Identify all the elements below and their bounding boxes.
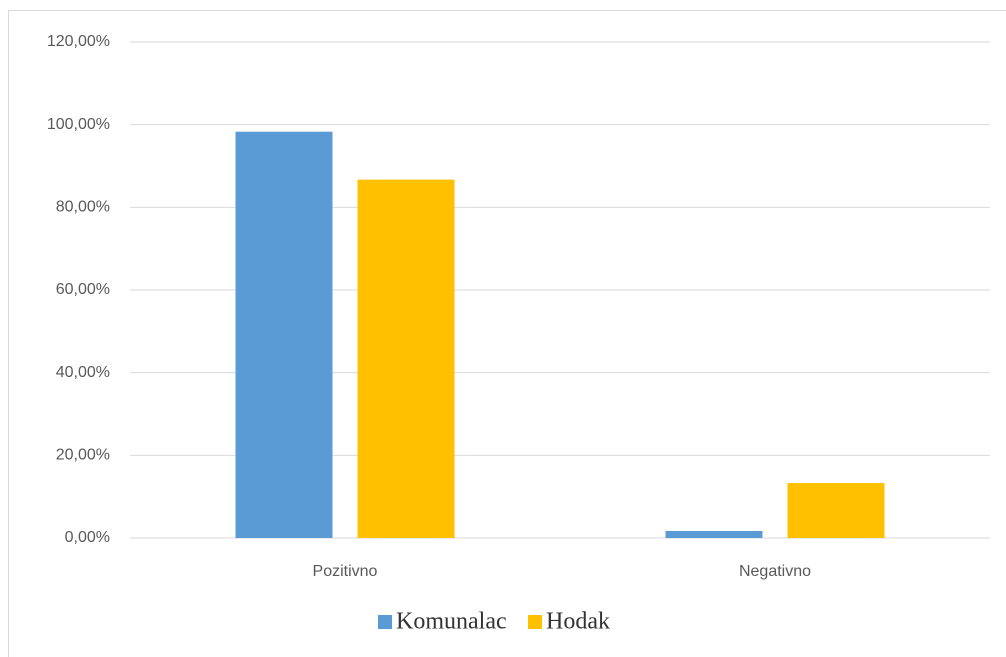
bar bbox=[787, 483, 885, 538]
chart-frame bbox=[8, 10, 1006, 657]
bar bbox=[665, 530, 763, 538]
legend-swatch bbox=[528, 615, 542, 629]
y-tick-label: 120,00% bbox=[47, 33, 110, 50]
y-tick-label: 60,00% bbox=[56, 281, 110, 298]
legend-label: Hodak bbox=[546, 609, 610, 635]
y-tick-label: 20,00% bbox=[56, 447, 110, 464]
x-tick-label: Negativno bbox=[739, 563, 811, 580]
bar bbox=[235, 131, 333, 538]
x-tick-label: Pozitivno bbox=[313, 563, 378, 580]
y-tick-label: 0,00% bbox=[65, 529, 110, 546]
bar bbox=[357, 179, 455, 538]
y-tick-label: 80,00% bbox=[56, 199, 110, 216]
y-tick-label: 100,00% bbox=[47, 116, 110, 133]
y-tick-label: 40,00% bbox=[56, 364, 110, 381]
legend-label: Komunalac bbox=[396, 609, 507, 635]
legend-swatch bbox=[378, 615, 392, 629]
